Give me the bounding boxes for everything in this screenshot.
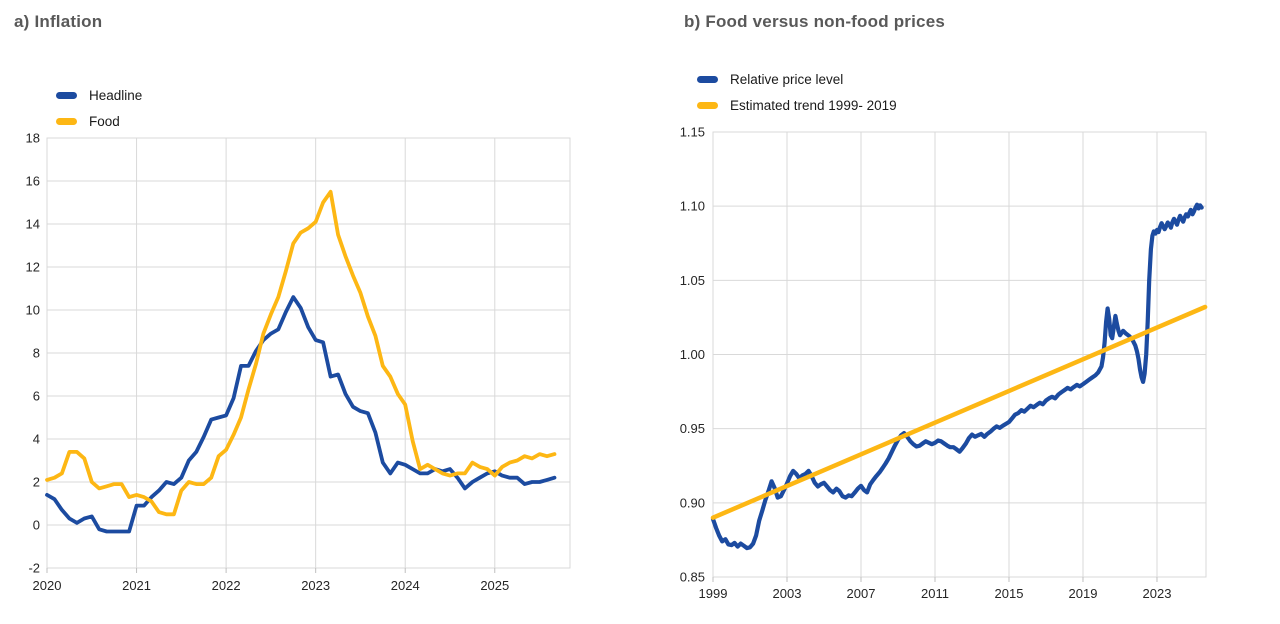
y-tick-label: 16 xyxy=(26,174,40,189)
y-tick-label: 2 xyxy=(33,475,40,490)
series-line-estimated-trend-1999-2019 xyxy=(710,304,1208,520)
chart-b-plot: 1999 2003 2007 2011 2015 2019 2023 0.85 0.90 0.95… xyxy=(680,125,1208,601)
y-tick-label: 1.15 xyxy=(680,125,705,140)
x-tick-label: 2021 xyxy=(122,578,151,593)
x-tick-label: 2022 xyxy=(212,578,241,593)
y-tick-label: 4 xyxy=(33,432,40,447)
x-tick-label: 2015 xyxy=(995,586,1024,601)
x-tick-label: 2007 xyxy=(847,586,876,601)
y-tick-label: 10 xyxy=(26,303,40,318)
plot-border xyxy=(712,131,1207,578)
chart-a-legend: Headline Food xyxy=(56,86,142,130)
legend-label: Food xyxy=(89,113,120,129)
y-tick-label: 0.85 xyxy=(680,570,705,585)
x-tick-label: 2025 xyxy=(480,578,509,593)
y-tick-label: 1.10 xyxy=(680,199,705,214)
x-tick-label: 2023 xyxy=(1143,586,1172,601)
chart-b-legend: Relative price level Estimated trend 1999… xyxy=(697,70,897,114)
legend-item: Headline xyxy=(56,86,142,104)
x-tick-label: 2011 xyxy=(921,586,949,601)
x-tick-label: 2003 xyxy=(773,586,802,601)
chart-a-title: a) Inflation xyxy=(14,12,103,31)
y-tick-label: -2 xyxy=(28,561,40,576)
y-tick-label: 0.90 xyxy=(680,495,705,510)
legend-swatch xyxy=(697,101,718,109)
y-tick-label: 1.05 xyxy=(680,273,705,288)
series-line-headline xyxy=(45,295,557,534)
legend-swatch xyxy=(56,91,77,99)
chart-a-plot: 2020 2021 2022 2023 2024 2025 -2 0 2 4 6 8 10 12 14 16 1… xyxy=(26,131,571,593)
legend-swatch xyxy=(56,117,77,125)
y-tick-label: 18 xyxy=(26,131,40,146)
series-line-relative-price-level xyxy=(710,202,1204,551)
y-tick-label: 1.00 xyxy=(680,347,705,362)
x-tick-label: 2023 xyxy=(301,578,330,593)
legend-label: Estimated trend 1999- 2019 xyxy=(730,97,897,113)
chart-b-title: b) Food versus non-food prices xyxy=(684,12,946,31)
y-tick-label: 12 xyxy=(26,260,40,275)
legend-label: Headline xyxy=(89,87,143,103)
legend-item: Food xyxy=(56,112,142,130)
series-line-food xyxy=(45,189,557,517)
y-tick-label: 0 xyxy=(33,518,40,533)
y-tick-label: 6 xyxy=(33,389,40,404)
y-tick-label: 14 xyxy=(26,217,40,232)
chart-panel-relative-prices: b) Food versus non-food prices Relative … xyxy=(640,0,1280,624)
x-tick-label: 2024 xyxy=(391,578,420,593)
x-tick-label: 1999 xyxy=(699,586,728,601)
legend-label: Relative price level xyxy=(730,71,844,87)
plot-border xyxy=(46,137,571,569)
x-tick-label: 2020 xyxy=(33,578,62,593)
legend-item: Estimated trend 1999- 2019 xyxy=(697,96,897,114)
y-tick-label: 8 xyxy=(33,346,40,361)
x-tick-label: 2019 xyxy=(1069,586,1098,601)
legend-swatch xyxy=(697,75,718,83)
y-tick-label: 0.95 xyxy=(680,421,705,436)
legend-item: Relative price level xyxy=(697,70,897,88)
chart-panel-inflation: a) Inflation Headline Food 2020 2021 2022 20… xyxy=(14,12,571,593)
